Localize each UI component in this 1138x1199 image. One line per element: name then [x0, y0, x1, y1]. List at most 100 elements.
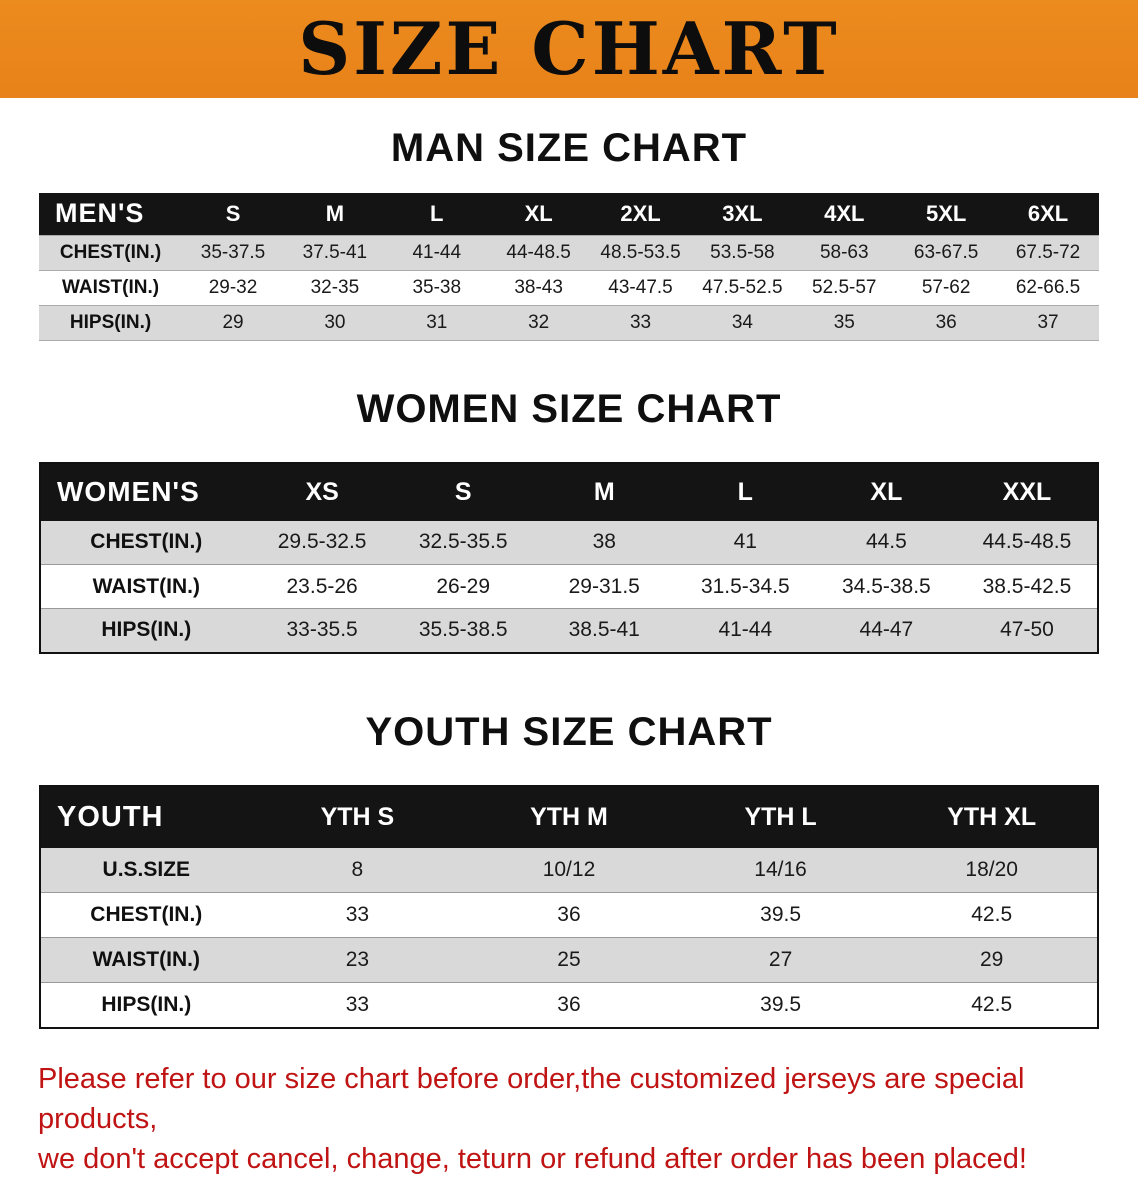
- size-value: 31: [385, 305, 488, 340]
- size-value: 32-35: [283, 270, 386, 305]
- size-value: 29-31.5: [533, 564, 675, 609]
- size-value: 8: [251, 847, 464, 893]
- size-value: 38.5-42.5: [956, 564, 1098, 609]
- size-column-header: 4XL: [793, 193, 896, 235]
- size-value: 32.5-35.5: [392, 520, 534, 565]
- row-label: WAIST(IN.): [40, 564, 252, 609]
- men-size-table: MEN'S S M L XL 2XL 3XL 4XL 5XL 6XL CHEST(IN.) 35-37…: [39, 193, 1099, 341]
- size-value: 14/16: [674, 847, 887, 893]
- table-row: CHEST(IN.) 33 36 39.5 42.5: [40, 892, 1098, 938]
- size-value: 41-44: [674, 608, 816, 653]
- size-column-header: M: [533, 462, 675, 521]
- size-column-header: 2XL: [589, 193, 692, 235]
- size-column-header: YTH S: [251, 785, 464, 848]
- footer-note: Please refer to our size chart before or…: [0, 1059, 1138, 1179]
- size-value: 29: [182, 305, 284, 340]
- table-title-cell: MEN'S: [39, 193, 183, 235]
- size-value: 44.5-48.5: [956, 520, 1098, 565]
- size-value: 52.5-57: [793, 270, 896, 305]
- size-value: 39.5: [674, 982, 887, 1028]
- size-value: 48.5-53.5: [589, 235, 692, 270]
- size-value: 23: [251, 937, 464, 983]
- size-value: 10/12: [463, 847, 675, 893]
- size-value: 41: [674, 520, 816, 565]
- size-column-header: XL: [487, 193, 590, 235]
- size-value: 53.5-58: [691, 235, 794, 270]
- size-value: 35.5-38.5: [392, 608, 534, 653]
- row-label: HIPS(IN.): [40, 608, 252, 653]
- row-label: HIPS(IN.): [40, 982, 252, 1028]
- section-youth: YOUTH SIZE CHART YOUTH YTH S YTH M YTH L YTH …: [0, 710, 1138, 1029]
- size-value: 29-32: [182, 270, 284, 305]
- size-value: 33: [251, 982, 464, 1028]
- table-title-cell: YOUTH: [40, 785, 252, 848]
- size-value: 37.5-41: [283, 235, 386, 270]
- table-row: WAIST(IN.) 29-32 32-35 35-38 38-43 43-47.5 47.…: [39, 270, 1099, 305]
- size-value: 41-44: [385, 235, 488, 270]
- header-row: MEN'S S M L XL 2XL 3XL 4XL 5XL 6XL: [39, 193, 1099, 235]
- size-value: 35-37.5: [182, 235, 284, 270]
- size-value: 25: [463, 937, 675, 983]
- section-men: MAN SIZE CHART MEN'S S M L XL 2XL 3XL 4XL 5XL 6XL C…: [0, 126, 1138, 341]
- table-row: WAIST(IN.) 23 25 27 29: [40, 937, 1098, 983]
- size-column-header: M: [283, 193, 386, 235]
- section-women: WOMEN SIZE CHART WOMEN'S XS S M L XL XXL CHEST(I…: [0, 387, 1138, 654]
- row-label: CHEST(IN.): [40, 892, 252, 938]
- size-value: 34.5-38.5: [815, 564, 957, 609]
- size-value: 31.5-34.5: [674, 564, 816, 609]
- row-label: U.S.SIZE: [40, 847, 252, 893]
- size-value: 36: [463, 982, 675, 1028]
- size-value: 33-35.5: [251, 608, 393, 653]
- section-heading-youth: YOUTH SIZE CHART: [365, 709, 773, 754]
- size-value: 30: [283, 305, 386, 340]
- row-label: WAIST(IN.): [39, 270, 183, 305]
- size-value: 33: [589, 305, 692, 340]
- size-chart-sections: MAN SIZE CHART MEN'S S M L XL 2XL 3XL 4XL 5XL 6XL C…: [0, 126, 1138, 1029]
- size-value: 35: [793, 305, 896, 340]
- size-value: 29.5-32.5: [251, 520, 393, 565]
- table-row: HIPS(IN.) 33 36 39.5 42.5: [40, 982, 1098, 1028]
- size-value: 23.5-26: [251, 564, 393, 609]
- size-column-header: XXL: [956, 462, 1098, 521]
- size-value: 44.5: [815, 520, 957, 565]
- size-value: 63-67.5: [895, 235, 998, 270]
- size-value: 67.5-72: [997, 235, 1099, 270]
- header-row: YOUTH YTH S YTH M YTH L YTH XL: [40, 785, 1098, 848]
- size-column-header: 5XL: [895, 193, 998, 235]
- size-value: 32: [487, 305, 590, 340]
- size-value: 35-38: [385, 270, 488, 305]
- size-value: 37: [997, 305, 1099, 340]
- row-label: HIPS(IN.): [39, 305, 183, 340]
- size-value: 57-62: [895, 270, 998, 305]
- table-row: HIPS(IN.) 29 30 31 32 33 34 35 36 37: [39, 305, 1099, 340]
- banner: SIZE CHART: [0, 0, 1138, 98]
- size-column-header: 3XL: [691, 193, 794, 235]
- size-column-header: L: [674, 462, 816, 521]
- page-title: SIZE CHART: [298, 6, 840, 91]
- size-value: 62-66.5: [997, 270, 1099, 305]
- size-column-header: YTH M: [463, 785, 675, 848]
- size-column-header: YTH L: [674, 785, 887, 848]
- size-value: 42.5: [886, 892, 1098, 938]
- size-value: 36: [463, 892, 675, 938]
- row-label: CHEST(IN.): [39, 235, 183, 270]
- table-row: CHEST(IN.) 35-37.5 37.5-41 41-44 44-48.5 48.5…: [39, 235, 1099, 270]
- size-value: 36: [895, 305, 998, 340]
- size-column-header: XL: [815, 462, 957, 521]
- size-value: 47.5-52.5: [691, 270, 794, 305]
- size-value: 26-29: [392, 564, 534, 609]
- size-column-header: YTH XL: [886, 785, 1098, 848]
- size-value: 38.5-41: [533, 608, 675, 653]
- size-value: 29: [886, 937, 1098, 983]
- table-row: CHEST(IN.) 29.5-32.5 32.5-35.5 38 41 44.5 44.5…: [40, 520, 1098, 565]
- size-value: 27: [674, 937, 887, 983]
- size-value: 42.5: [886, 982, 1098, 1028]
- row-label: CHEST(IN.): [40, 520, 252, 565]
- size-column-header: XS: [251, 462, 393, 521]
- size-value: 43-47.5: [589, 270, 692, 305]
- size-column-header: S: [392, 462, 534, 521]
- size-value: 38-43: [487, 270, 590, 305]
- size-value: 39.5: [674, 892, 887, 938]
- size-value: 38: [533, 520, 675, 565]
